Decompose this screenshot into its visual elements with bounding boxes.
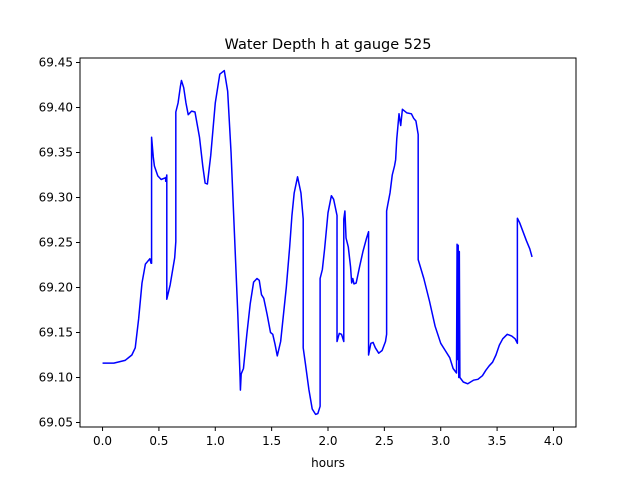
chart-title: Water Depth h at gauge 525 xyxy=(225,37,432,53)
axes-frame xyxy=(79,57,577,428)
y-tick-label: 69.10 xyxy=(39,371,73,385)
y-tick-label: 69.30 xyxy=(39,191,73,205)
x-tick-label: 0.5 xyxy=(149,434,168,448)
x-tick-label: 3.0 xyxy=(431,434,450,448)
y-tick-label: 69.20 xyxy=(39,281,73,295)
x-tick-label: 0.0 xyxy=(93,434,112,448)
x-tick-label: 1.0 xyxy=(206,434,225,448)
series-line-0 xyxy=(102,69,533,416)
y-axis-ticks: 69.05 69.10 69.15 69.20 69.25 69.30 69.35 69.40… xyxy=(39,56,80,430)
x-tick-label: 1.5 xyxy=(262,434,281,448)
y-tick-label: 69.45 xyxy=(39,56,73,70)
x-tick-label: 2.5 xyxy=(375,434,394,448)
x-tick-label: 4.0 xyxy=(544,434,563,448)
x-tick-label: 2.0 xyxy=(318,434,337,448)
x-axis-ticks: 0.0 0.5 1.0 1.5 2.0 2.5 3.0 3.5 4.0 xyxy=(93,427,563,448)
y-tick-label: 69.25 xyxy=(39,236,73,250)
x-tick-label: 3.5 xyxy=(488,434,507,448)
y-tick-label: 69.40 xyxy=(39,101,73,115)
y-tick-label: 69.15 xyxy=(39,326,73,340)
y-tick-label: 69.05 xyxy=(39,416,73,430)
x-axis-label: hours xyxy=(311,456,345,470)
y-tick-label: 69.35 xyxy=(39,146,73,160)
plot-area xyxy=(102,69,533,416)
